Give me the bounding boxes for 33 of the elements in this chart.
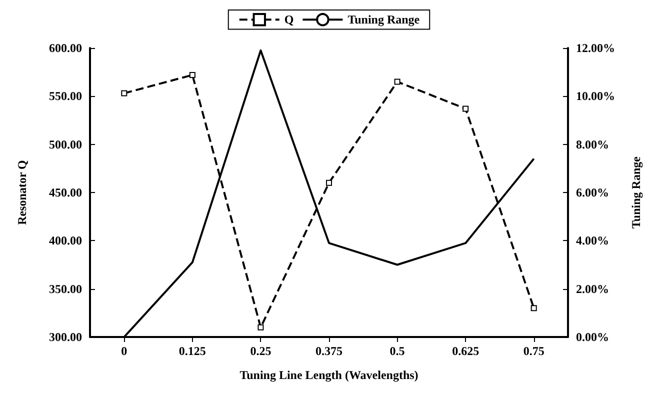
y-tick-label: 550.00 (49, 89, 82, 104)
legend-label: Tuning Range (348, 12, 420, 27)
y2-tick-label: 8.00% (576, 137, 609, 152)
y-tick-label: 400.00 (49, 234, 82, 248)
x-tick-label: 0.375 (316, 344, 342, 358)
y-tick-label: 350.00 (49, 282, 82, 296)
y-tick-label: 500.00 (49, 137, 82, 152)
point (258, 324, 264, 330)
y2-tick-label: 10.00% (576, 89, 615, 104)
x-tick-label: 0.125 (178, 344, 206, 358)
x-tick-label: 0.625 (452, 344, 480, 358)
point (189, 72, 196, 78)
x-tick-label: 0.5 (390, 344, 405, 358)
y2-tick-label: 2.00% (576, 282, 609, 296)
x-axis-title: Tuning Line Length (Wavelengths) (240, 368, 418, 382)
y-tick-label: 300.00 (49, 330, 82, 344)
point (326, 180, 332, 186)
x-tick-label: 0.75 (523, 344, 544, 358)
y-axis-title: Resonator Q (15, 160, 29, 225)
y2-tick-label: 12.00% (576, 41, 615, 55)
y2-axis-title: Tuning Range (629, 156, 643, 228)
legend-label: Q (284, 12, 294, 27)
y2-tick-label: 4.00% (576, 234, 609, 248)
x-tick-label: 0 (121, 344, 128, 358)
x-tick-label: 0.25 (250, 344, 272, 358)
y-tick-label: 600.00 (49, 41, 82, 55)
y2-tick-label: 6.00% (576, 186, 609, 200)
y2-tick-label: 0.00% (576, 330, 609, 344)
y-tick-label: 450.00 (49, 186, 82, 200)
point (530, 305, 537, 312)
point (462, 106, 469, 112)
point (394, 78, 400, 85)
point (121, 90, 128, 96)
